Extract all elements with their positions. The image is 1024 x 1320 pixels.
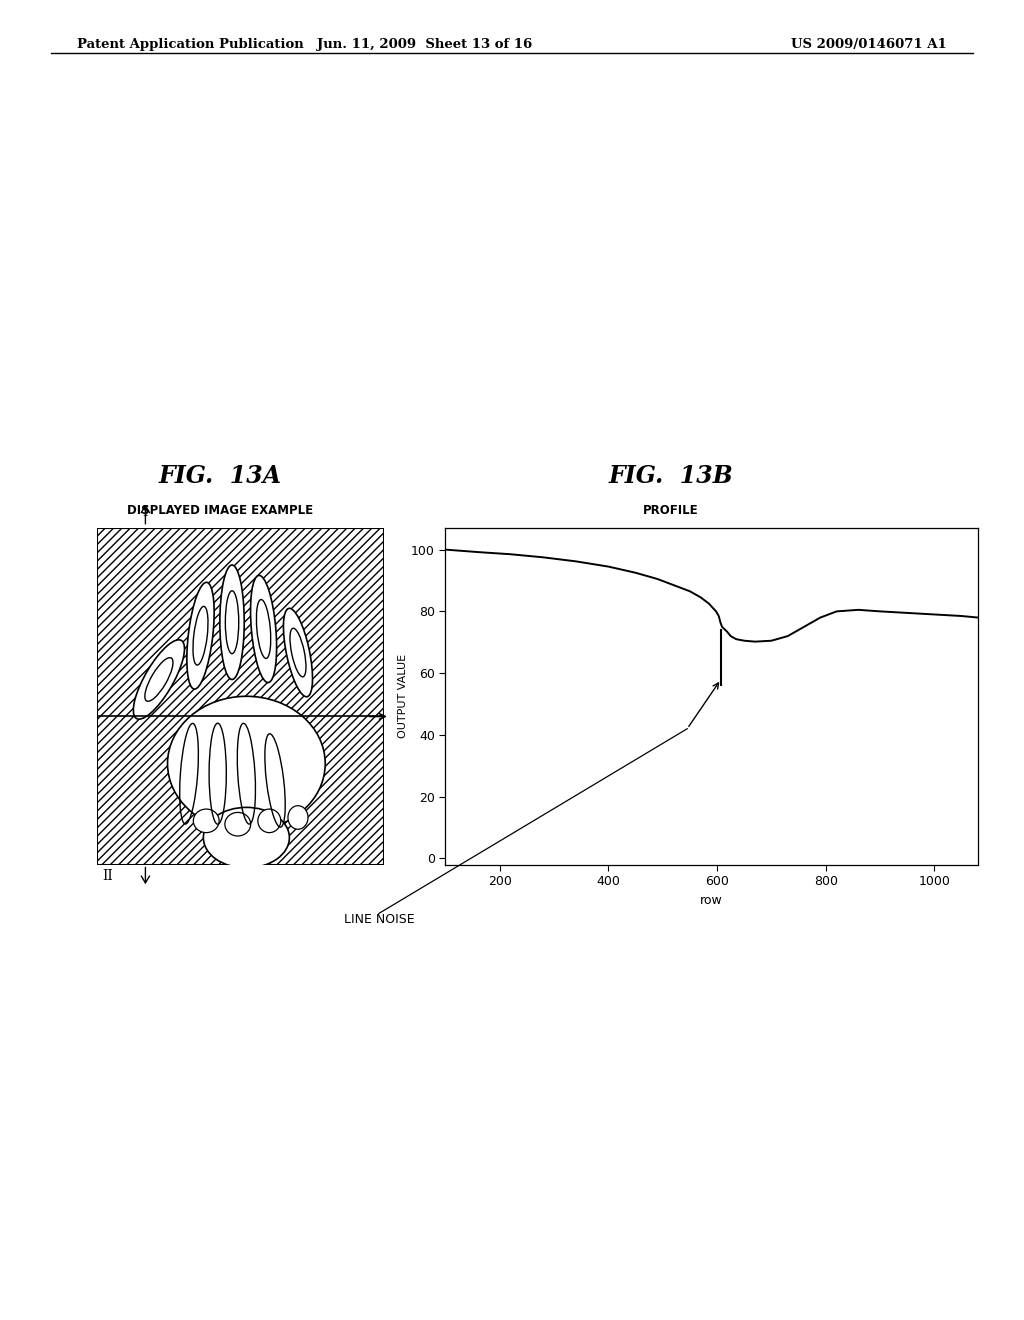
X-axis label: row: row bbox=[700, 894, 723, 907]
Text: LINE NOISE: LINE NOISE bbox=[344, 913, 414, 927]
Ellipse shape bbox=[194, 809, 219, 833]
Ellipse shape bbox=[288, 805, 308, 829]
Text: DISPLAYED IMAGE EXAMPLE: DISPLAYED IMAGE EXAMPLE bbox=[127, 504, 313, 517]
Text: FIG.  13B: FIG. 13B bbox=[608, 465, 733, 488]
Ellipse shape bbox=[284, 609, 312, 697]
Ellipse shape bbox=[186, 582, 214, 689]
Ellipse shape bbox=[133, 640, 184, 719]
Ellipse shape bbox=[251, 576, 276, 682]
Ellipse shape bbox=[168, 697, 326, 832]
Text: FIG.  13A: FIG. 13A bbox=[159, 465, 282, 488]
Ellipse shape bbox=[258, 809, 281, 833]
Text: US 2009/0146071 A1: US 2009/0146071 A1 bbox=[792, 38, 947, 51]
Text: II: II bbox=[102, 869, 113, 883]
Ellipse shape bbox=[225, 812, 251, 836]
Ellipse shape bbox=[204, 808, 290, 869]
Y-axis label: OUTPUT VALUE: OUTPUT VALUE bbox=[398, 655, 409, 738]
Text: I: I bbox=[142, 504, 148, 519]
Text: Patent Application Publication: Patent Application Publication bbox=[77, 38, 303, 51]
Ellipse shape bbox=[220, 565, 244, 680]
Text: Jun. 11, 2009  Sheet 13 of 16: Jun. 11, 2009 Sheet 13 of 16 bbox=[317, 38, 532, 51]
Text: PROFILE: PROFILE bbox=[643, 504, 698, 517]
